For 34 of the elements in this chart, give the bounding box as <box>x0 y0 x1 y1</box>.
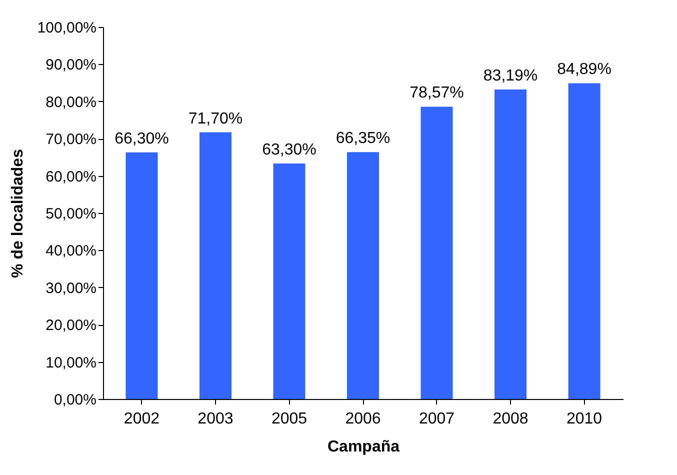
bar <box>568 83 600 399</box>
y-tick-label: 40,00% <box>46 242 96 260</box>
x-tick-label: 2010 <box>566 410 602 428</box>
y-tick-label: 0,00% <box>54 392 96 408</box>
y-tick-label: 100,00% <box>37 20 96 36</box>
data-label: 71,70% <box>188 110 243 128</box>
bar <box>420 106 453 399</box>
bar <box>273 164 306 399</box>
data-label: 63,30% <box>262 142 316 159</box>
x-axis-title: Campaña <box>327 438 400 456</box>
data-label: 66,30% <box>114 130 169 148</box>
x-tick-label: 2005 <box>271 410 308 428</box>
x-tick-label: 2002 <box>124 410 160 428</box>
y-tick-label: 20,00% <box>46 317 96 334</box>
x-tick-label: 2008 <box>492 410 528 428</box>
x-tick-label: 2007 <box>418 410 455 428</box>
y-tick-label: 10,00% <box>46 354 96 372</box>
bar <box>199 132 232 399</box>
x-tick-label: 2006 <box>345 410 381 428</box>
y-tick-label: 70,00% <box>46 131 96 148</box>
y-axis-title: % de localidades <box>9 148 26 278</box>
bar <box>494 90 527 399</box>
y-tick-label: 80,00% <box>46 94 96 111</box>
data-label: 66,35% <box>336 130 390 148</box>
bar <box>347 152 379 399</box>
x-tick-label: 2003 <box>198 410 234 428</box>
y-tick-label: 60,00% <box>46 168 96 186</box>
bar <box>126 152 158 399</box>
data-label: 83,19% <box>483 68 538 85</box>
data-label: 78,57% <box>410 84 464 102</box>
y-tick-label: 50,00% <box>46 206 96 222</box>
y-tick-label: 90,00% <box>46 56 96 74</box>
data-label: 84,89% <box>557 61 612 78</box>
y-tick-label: 30,00% <box>46 280 96 297</box>
